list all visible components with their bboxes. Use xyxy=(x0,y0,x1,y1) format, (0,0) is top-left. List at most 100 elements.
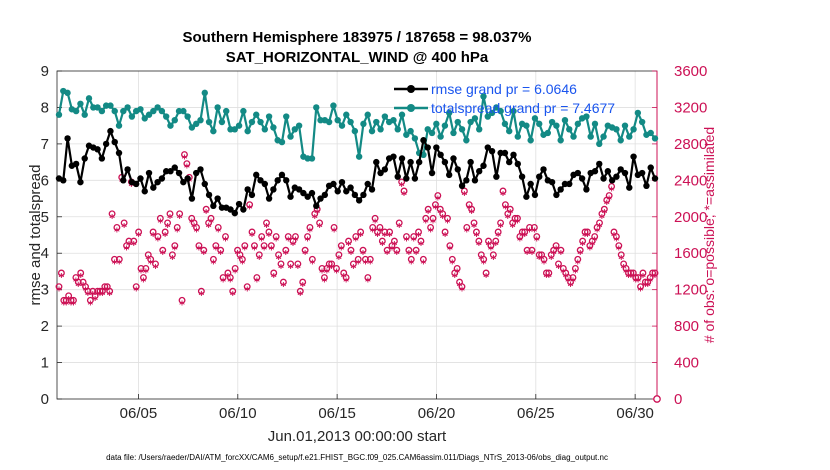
rmse-point xyxy=(484,144,491,151)
totalspread-point xyxy=(617,137,624,144)
obs-assimilated-marker: * xyxy=(85,289,91,302)
rmse-point xyxy=(98,155,106,162)
obs-possible-marker xyxy=(308,255,316,263)
totalspread-point xyxy=(205,118,213,126)
obs-assimilated-marker: * xyxy=(592,235,598,248)
totalspread-point xyxy=(94,104,101,111)
rmse-point xyxy=(523,193,530,200)
obs-assimilated-marker: * xyxy=(396,221,402,234)
obs-possible-marker xyxy=(400,187,408,195)
obs-possible-marker xyxy=(209,255,217,263)
rmse-point xyxy=(355,197,363,204)
rmse-point xyxy=(347,184,354,191)
rmse-point xyxy=(343,188,350,195)
obs-possible-marker xyxy=(316,219,324,227)
obs-possible-marker xyxy=(569,274,577,282)
totalspread-point xyxy=(591,120,599,128)
totalspread-point xyxy=(647,129,654,137)
obs-assimilated-marker: * xyxy=(172,244,178,257)
rmse-point xyxy=(445,171,453,179)
rmse-point xyxy=(536,173,543,180)
y2-tick-label: 800 xyxy=(674,318,699,335)
obs-assimilated-marker: * xyxy=(102,285,108,298)
obs-possible-marker xyxy=(197,287,205,295)
obs-possible-marker xyxy=(231,264,239,272)
obs-possible-marker xyxy=(243,283,251,291)
obs-possible-marker xyxy=(359,246,367,254)
obs-assimilated-marker: * xyxy=(430,216,436,229)
rmse-point xyxy=(94,146,101,153)
totalspread-point xyxy=(171,117,178,124)
obs-possible-marker xyxy=(178,296,186,304)
obs-possible-marker xyxy=(634,274,642,282)
rmse-point xyxy=(467,158,474,166)
obs-assimilated-marker: * xyxy=(635,276,641,289)
obs-possible-marker xyxy=(147,255,155,263)
obs-possible-marker xyxy=(417,237,425,245)
obs-assimilated-marker: * xyxy=(290,239,296,252)
totalspread-point xyxy=(484,113,491,120)
totalspread-point xyxy=(253,111,260,118)
obs-possible-marker xyxy=(434,192,442,200)
obs-possible-marker xyxy=(60,296,68,304)
rmse-point xyxy=(364,180,371,188)
x-tick-label: 06/10 xyxy=(219,405,257,422)
rmse-point xyxy=(441,158,449,166)
obs-possible-marker xyxy=(366,255,374,263)
rmse-point xyxy=(506,158,513,166)
obs-possible-marker xyxy=(431,201,439,209)
obs-possible-marker xyxy=(183,160,191,168)
obs-possible-marker xyxy=(330,223,338,231)
totalspread-point xyxy=(330,102,337,109)
obs-assimilated-marker: * xyxy=(471,221,477,234)
obs-possible-marker xyxy=(407,255,415,263)
obs-possible-marker xyxy=(108,210,116,218)
obs-possible-marker xyxy=(277,260,285,268)
obs-assimilated-marker: * xyxy=(577,248,583,261)
totalspread-point xyxy=(128,113,136,120)
rmse-point xyxy=(553,191,560,199)
obs-assimilated-marker: * xyxy=(399,180,405,193)
totalspread-point xyxy=(162,113,170,120)
y2-tick-label: 3600 xyxy=(674,63,707,80)
obs-possible-marker xyxy=(176,210,184,218)
totalspread-point xyxy=(355,153,363,160)
obs-possible-marker xyxy=(354,255,362,263)
obs-assimilated-marker: * xyxy=(440,212,446,225)
x-tick-label: 06/25 xyxy=(517,405,555,422)
obs-assimilated-marker: * xyxy=(167,212,173,225)
rmse-point xyxy=(360,191,367,199)
obs-assimilated-marker: * xyxy=(278,262,284,275)
obs-assimilated-marker: * xyxy=(580,239,586,252)
totalspread-point xyxy=(587,133,594,140)
chart-subtitle: SAT_HORIZONTAL_WIND @ 400 hPa xyxy=(226,49,489,66)
y-tick-label: 5 xyxy=(41,209,49,226)
obs-assimilated-marker: * xyxy=(628,271,634,284)
obs-possible-marker xyxy=(463,223,471,231)
totalspread-point xyxy=(501,120,509,128)
obs-assimilated-marker: * xyxy=(150,230,156,243)
obs-assimilated-marker: * xyxy=(324,266,330,279)
totalspread-point xyxy=(313,104,320,111)
obs-assimilated-marker: * xyxy=(281,280,287,293)
obs-assimilated-marker: * xyxy=(447,244,453,257)
obs-assimilated-marker: * xyxy=(642,280,648,293)
obs-possible-marker xyxy=(333,264,340,272)
obs-assimilated-marker: * xyxy=(387,230,393,243)
totalspread-point xyxy=(291,126,299,133)
totalspread-point xyxy=(638,118,646,126)
rmse-point xyxy=(604,168,612,175)
obs-assimilated-marker: * xyxy=(314,207,320,220)
totalspread-point xyxy=(497,107,504,115)
totalspread-point xyxy=(180,107,187,115)
obs-assimilated-marker: * xyxy=(138,266,144,279)
obs-assimilated-marker: * xyxy=(353,235,359,248)
totalspread-point xyxy=(120,107,127,115)
obs-possible-marker xyxy=(651,269,659,277)
totalspread-point xyxy=(295,122,303,129)
x-axis-label: Jun.01,2013 00:00:00 start xyxy=(268,428,447,445)
y-tick-label: 2 xyxy=(41,318,49,335)
obs-assimilated-marker: * xyxy=(476,239,482,252)
totalspread-point xyxy=(437,133,444,140)
rmse-point xyxy=(227,206,234,213)
